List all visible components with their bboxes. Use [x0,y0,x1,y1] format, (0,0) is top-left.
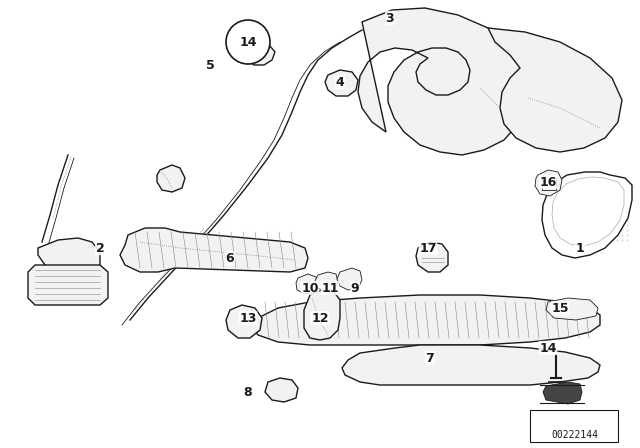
Text: 00222144: 00222144 [552,430,598,440]
Text: 16: 16 [540,176,557,189]
Text: 17: 17 [419,241,436,254]
Polygon shape [552,177,624,246]
Polygon shape [543,382,582,404]
Polygon shape [244,44,275,65]
Polygon shape [488,28,622,152]
Polygon shape [416,242,448,272]
Polygon shape [304,290,340,340]
Text: 13: 13 [239,311,257,324]
Polygon shape [542,172,632,258]
Text: 8: 8 [244,385,252,399]
Text: 6: 6 [226,251,234,264]
Polygon shape [325,70,358,96]
Polygon shape [120,228,308,272]
Polygon shape [28,265,108,305]
Polygon shape [157,165,185,192]
Text: 1: 1 [575,241,584,254]
Text: 9: 9 [351,281,359,294]
Circle shape [226,20,270,64]
Polygon shape [296,274,318,294]
Text: 5: 5 [205,59,214,72]
Text: 15: 15 [551,302,569,314]
Text: 12: 12 [311,311,329,324]
Text: 3: 3 [386,12,394,25]
Text: 4: 4 [335,76,344,89]
Polygon shape [315,272,338,291]
Polygon shape [358,8,528,155]
FancyBboxPatch shape [530,410,618,442]
Text: 14: 14 [239,35,257,48]
Polygon shape [226,305,262,338]
Polygon shape [337,268,362,290]
Text: 11: 11 [321,281,339,294]
Polygon shape [546,298,598,320]
Polygon shape [38,238,100,275]
Text: 7: 7 [426,352,435,365]
Polygon shape [265,378,298,402]
Polygon shape [535,170,562,196]
Text: 14: 14 [540,341,557,354]
Text: 10: 10 [301,281,319,294]
Text: 2: 2 [95,241,104,254]
Polygon shape [252,295,600,345]
Polygon shape [342,345,600,385]
